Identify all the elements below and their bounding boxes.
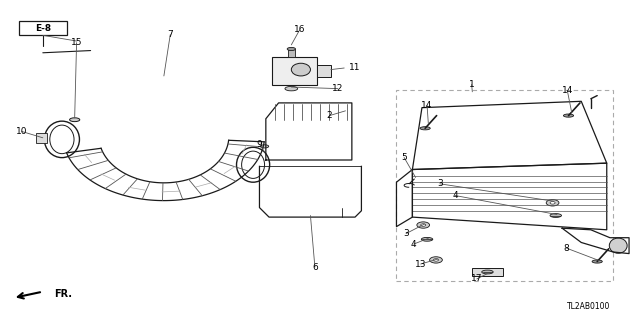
Ellipse shape	[260, 145, 269, 148]
Bar	[19, 21, 67, 35]
Text: 3: 3	[437, 179, 443, 188]
Text: 8: 8	[564, 244, 570, 253]
Text: 17: 17	[471, 275, 483, 284]
Ellipse shape	[482, 270, 493, 274]
Ellipse shape	[550, 214, 561, 217]
Text: 4: 4	[452, 191, 458, 200]
Text: 10: 10	[16, 127, 28, 136]
Text: FR.: FR.	[54, 289, 72, 299]
Bar	[472, 268, 504, 276]
Text: 14: 14	[561, 86, 573, 95]
Text: 7: 7	[168, 30, 173, 39]
Ellipse shape	[421, 237, 433, 241]
Text: 16: 16	[294, 25, 305, 35]
Text: 9: 9	[257, 140, 262, 148]
Text: 14: 14	[421, 101, 433, 110]
Circle shape	[546, 200, 559, 206]
Text: 5: 5	[401, 153, 407, 162]
Bar	[288, 49, 294, 57]
Bar	[396, 90, 613, 281]
Circle shape	[550, 202, 555, 204]
Bar	[36, 133, 47, 142]
Ellipse shape	[285, 86, 298, 91]
Ellipse shape	[287, 47, 296, 51]
Text: 11: 11	[349, 62, 361, 72]
Circle shape	[420, 224, 426, 226]
Bar	[272, 57, 317, 85]
Text: 15: 15	[71, 38, 83, 47]
Text: 2: 2	[327, 111, 332, 120]
Text: 4: 4	[411, 240, 417, 249]
Text: 3: 3	[403, 229, 409, 238]
Ellipse shape	[420, 127, 430, 130]
Text: 12: 12	[332, 84, 344, 93]
Circle shape	[433, 259, 438, 261]
Circle shape	[429, 257, 442, 263]
Text: E-8: E-8	[35, 24, 51, 33]
Text: 6: 6	[312, 263, 318, 272]
Ellipse shape	[70, 118, 80, 122]
Ellipse shape	[563, 114, 573, 117]
Ellipse shape	[609, 238, 627, 253]
Text: 1: 1	[468, 80, 474, 89]
Bar	[317, 66, 331, 77]
Ellipse shape	[592, 260, 602, 263]
Text: 13: 13	[415, 260, 426, 268]
Text: TL2AB0100: TL2AB0100	[566, 302, 610, 311]
Ellipse shape	[291, 63, 310, 76]
Circle shape	[417, 222, 429, 228]
